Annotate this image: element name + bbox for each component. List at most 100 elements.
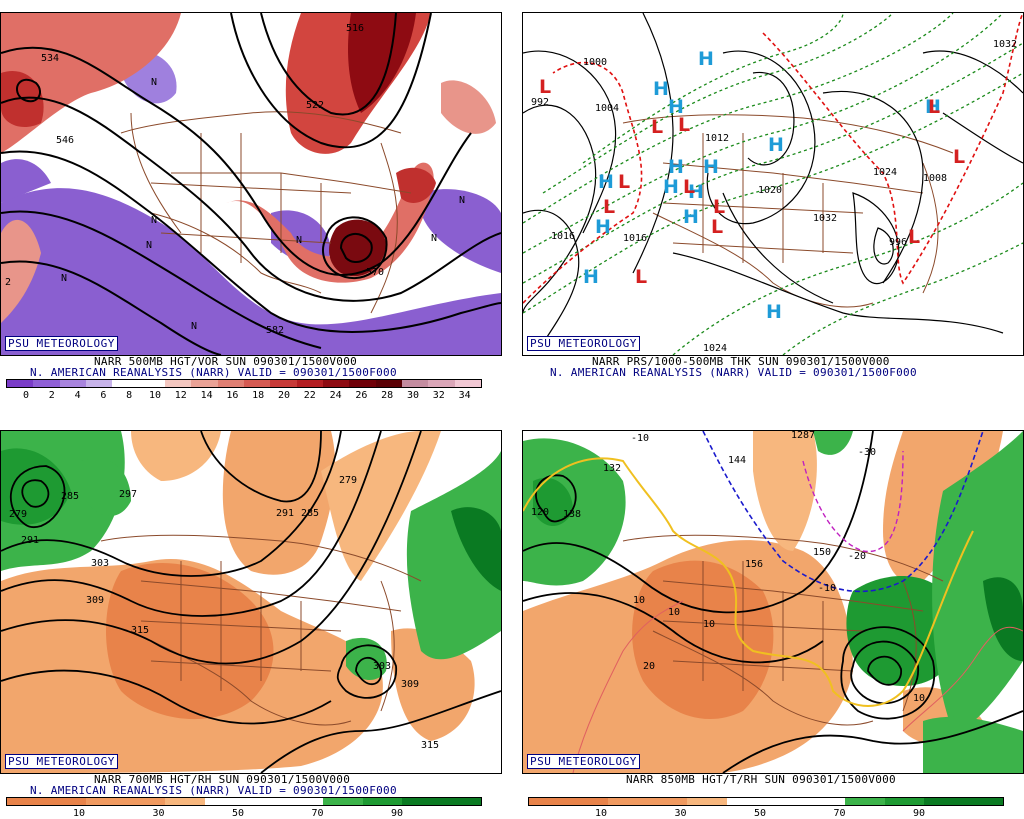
- pressure-centers: H H H H H H H H H H H H H H L L L L L L: [539, 48, 965, 323]
- colorbar-tick-label: 70: [311, 808, 324, 819]
- contour-label-279: 279: [9, 509, 27, 520]
- temp-label-10: 10: [913, 693, 925, 704]
- temp-label-10: 10: [633, 595, 645, 606]
- vort-positive-area: [329, 219, 386, 277]
- colorbar-swatch: [402, 798, 442, 805]
- colorbar-swatch: [138, 380, 165, 387]
- colorbar-tick-label: 6: [100, 390, 107, 401]
- rh-dry-area: [106, 562, 274, 720]
- colorbar-tick-label: 10: [72, 808, 86, 819]
- colorbar-swatch: [85, 380, 113, 387]
- low-marker: L: [618, 171, 630, 193]
- temp-label-minus10: -10: [818, 583, 836, 594]
- contour-label-138: 138: [563, 509, 581, 520]
- contour-label-516: 516: [346, 23, 364, 34]
- map-mslp-svg: 992 1000 1004 1016 1016 1012 1020 1032 1…: [523, 13, 1023, 355]
- contour-label-570: 570: [366, 267, 384, 278]
- isobar-label-996: 996: [889, 237, 907, 248]
- rh-moist-area: [523, 438, 626, 586]
- colorbar-swatch: [191, 380, 218, 387]
- psu-badge: PSU METEOROLOGY: [527, 336, 640, 351]
- isobar-label-1024: 1024: [703, 343, 727, 354]
- high-marker: H: [925, 96, 941, 118]
- temp-10-line: [572, 600, 1023, 773]
- rh-colorbar: [6, 797, 482, 806]
- caption-top: NARR 850MB HGT/T/RH SUN 090301/1500V000: [626, 773, 896, 786]
- marker-n: N: [459, 195, 465, 206]
- colorbar-tick-label: 10: [594, 808, 608, 819]
- high-marker: H: [653, 78, 669, 100]
- colorbar-tick-label: 70: [833, 808, 846, 819]
- temp-label-minus10: -10: [631, 433, 649, 444]
- colorbar-tick-label: 30: [406, 390, 420, 401]
- contour-label-546: 546: [56, 135, 74, 146]
- vorticity-colorbar: [6, 379, 482, 388]
- psu-badge: PSU METEOROLOGY: [5, 336, 118, 351]
- marker-n: N: [151, 77, 157, 88]
- colorbar-swatch: [217, 380, 244, 387]
- colorbar-swatch: [59, 380, 86, 387]
- colorbar-tick-label: 30: [152, 808, 165, 819]
- rh-dry-area: [131, 431, 221, 481]
- low-marker: L: [678, 114, 690, 136]
- high-marker: H: [668, 156, 684, 178]
- high-marker: H: [766, 301, 782, 323]
- isobar-label-1032: 1032: [813, 213, 837, 224]
- low-marker: L: [908, 226, 920, 248]
- rh-dry-area: [321, 431, 441, 581]
- colorbar-tick-label: 30: [674, 808, 687, 819]
- colorbar-swatch: [454, 380, 481, 387]
- contour-label-156: 156: [745, 559, 763, 570]
- colorbar-swatch: [401, 380, 429, 387]
- colorbar-swatch: [963, 798, 1003, 805]
- isobar-label-992: 992: [531, 97, 549, 108]
- colorbar-swatch: [924, 798, 964, 805]
- marker-n: N: [431, 233, 437, 244]
- rh-moist-area: [1, 448, 71, 525]
- contour-label-309: 309: [401, 679, 419, 690]
- political-borders: [100, 534, 422, 726]
- vort-negative-area: [1, 159, 51, 203]
- colorbar-tick-label: 18: [252, 390, 265, 401]
- low-marker: L: [953, 146, 965, 168]
- colorbar-swatch: [296, 380, 323, 387]
- marker-n: N: [151, 215, 157, 226]
- colorbar-swatch: [529, 798, 569, 805]
- marker-n: N: [296, 235, 302, 246]
- panel-500mb-vorticity: 534 516 522 546 582 570 2 N N N N N N N …: [0, 0, 502, 410]
- low-marker: L: [539, 76, 551, 98]
- colorbar-swatch: [7, 798, 47, 805]
- colorbar-swatch: [283, 798, 323, 805]
- contour-label-315: 315: [131, 625, 149, 636]
- isobar-label-1016: 1016: [551, 231, 575, 242]
- colorbar-tick-label: 34: [458, 390, 471, 401]
- high-marker: H: [668, 96, 684, 118]
- isobar-label-1008: 1008: [923, 173, 947, 184]
- high-marker: H: [663, 176, 679, 198]
- low-marker: L: [711, 216, 723, 238]
- thickness-contours: [523, 13, 1023, 355]
- colorbar-tick-label: 50: [231, 808, 245, 819]
- temp-label-10: 10: [703, 619, 715, 630]
- map-500mb-svg: 534 516 522 546 582 570 2 N N N N N N N …: [1, 13, 501, 355]
- colorbar-swatch: [726, 798, 766, 805]
- psu-badge: PSU METEOROLOGY: [527, 754, 640, 769]
- contour-label-150: 150: [813, 547, 831, 558]
- panel-700mb-rh: 279 285 297 291 303 309 315 291 285 279 …: [0, 418, 502, 819]
- marker-n: N: [191, 321, 197, 332]
- contour-label-132: 132: [603, 463, 621, 474]
- temp-0-line: [523, 457, 974, 707]
- high-marker: H: [595, 216, 611, 238]
- height-contours: [1, 13, 501, 355]
- map-850mb-svg: 120 138 132 144 156 150 1287 -10 -30 -20…: [523, 431, 1023, 773]
- caption-bottom: N. AMERICAN REANALYSIS (NARR) VALID = 09…: [30, 366, 397, 379]
- colorbar-swatch: [687, 798, 727, 805]
- colorbar-tick-label: 26: [355, 390, 368, 401]
- colorbar-swatch: [112, 380, 139, 387]
- isobar-labels: 992 1000 1004 1016 1016 1012 1020 1032 1…: [531, 39, 1017, 354]
- map-700mb-svg: 279 285 297 291 303 309 315 291 285 279 …: [1, 431, 501, 773]
- political-borders: [622, 534, 944, 726]
- caption-top: NARR 700MB HGT/RH SUN 090301/1500V000: [94, 773, 351, 786]
- rh-moist-area: [81, 458, 131, 516]
- high-marker: H: [583, 266, 599, 288]
